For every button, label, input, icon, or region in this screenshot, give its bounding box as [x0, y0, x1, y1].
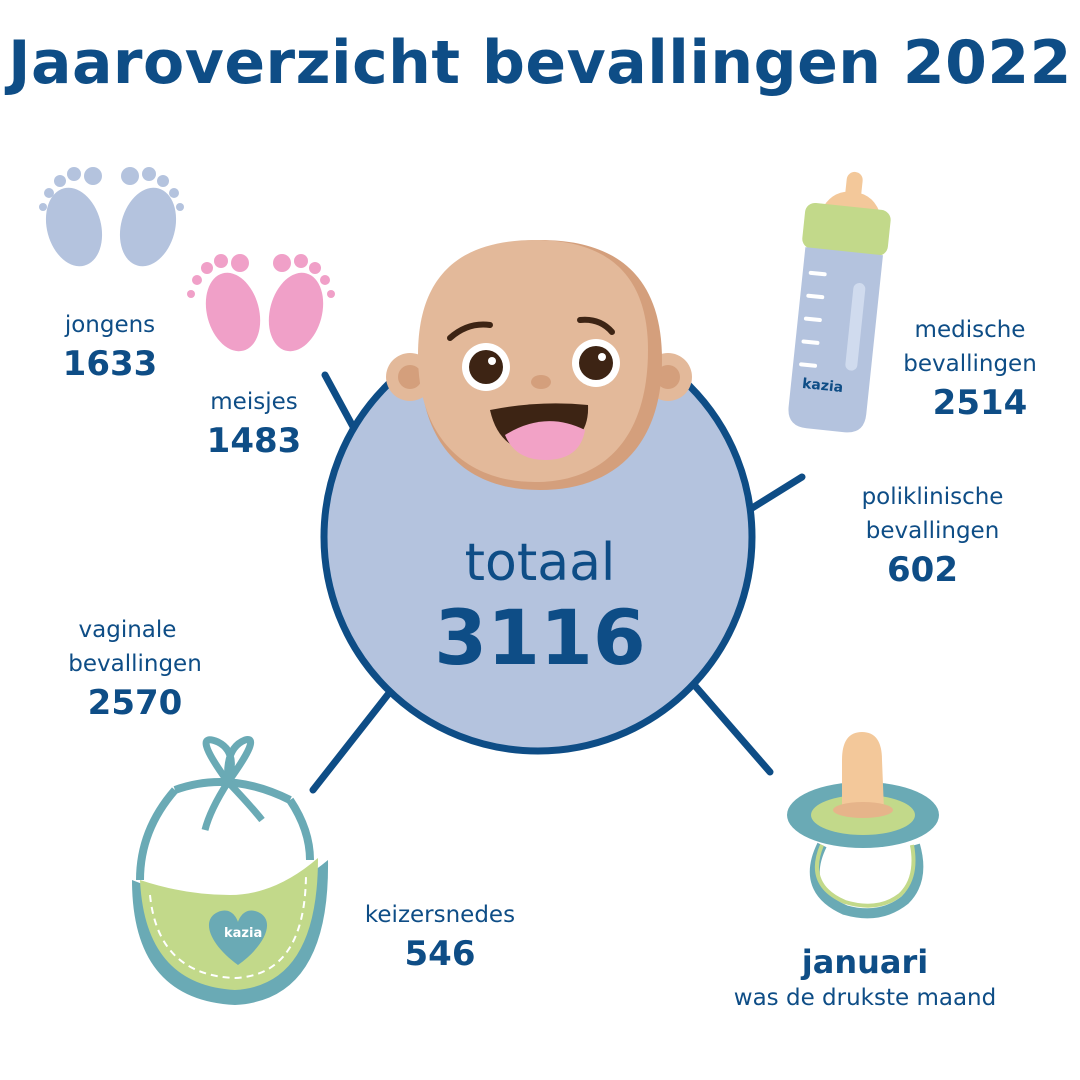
girls-label: meisjes	[210, 389, 298, 415]
page-title: Jaaroverzicht bevallingen 2022	[8, 28, 1072, 98]
girls-value: 1483	[206, 421, 302, 461]
total-stat: totaal 3116	[400, 533, 680, 683]
bib-logo: kazia	[224, 926, 263, 941]
total-value: 3116	[434, 593, 646, 682]
boys-stat: jongens 1633	[40, 308, 180, 386]
medical-births-stat: medische bevallingen 2514	[880, 313, 1060, 425]
connector-busiest-month	[679, 668, 774, 776]
outpatient-births-label-line1: poliklinische	[861, 484, 1004, 510]
pink-feet-icon	[187, 254, 335, 352]
pacifier-icon	[787, 732, 939, 919]
girls-stat: meisjes 1483	[184, 385, 324, 463]
vaginal-births-label-line1: vaginale	[78, 617, 177, 643]
busiest-month-stat: januari was de drukste maand	[715, 943, 1015, 1015]
bib-icon	[132, 736, 329, 1005]
vaginal-births-label-line2: bevallingen	[68, 651, 202, 677]
outpatient-births-label-line2: bevallingen	[865, 518, 1000, 544]
vaginal-births-value: 2570	[87, 683, 183, 723]
outpatient-births-stat: poliklinische bevallingen 602	[840, 480, 1025, 592]
caesarean-value: 546	[404, 934, 476, 974]
medical-births-value: 2514	[932, 383, 1028, 423]
busiest-month-value: januari	[801, 943, 929, 981]
medical-births-label-line2: bevallingen	[903, 351, 1037, 377]
medical-births-label-line1: medische	[914, 317, 1026, 343]
total-label: totaal	[464, 533, 616, 593]
busiest-month-caption: was de drukste maand	[733, 985, 997, 1011]
caesarean-label: keizersnedes	[364, 902, 516, 928]
baby-face-icon	[386, 240, 692, 490]
outpatient-births-value: 602	[887, 550, 958, 590]
caesarean-stat: keizersnedes 546	[350, 898, 530, 976]
boys-label: jongens	[64, 312, 156, 338]
boys-value: 1633	[62, 344, 158, 384]
baby-bottle-icon	[788, 171, 891, 433]
vaginal-births-stat: vaginale bevallingen 2570	[45, 613, 225, 725]
blue-feet-icon	[39, 167, 184, 267]
